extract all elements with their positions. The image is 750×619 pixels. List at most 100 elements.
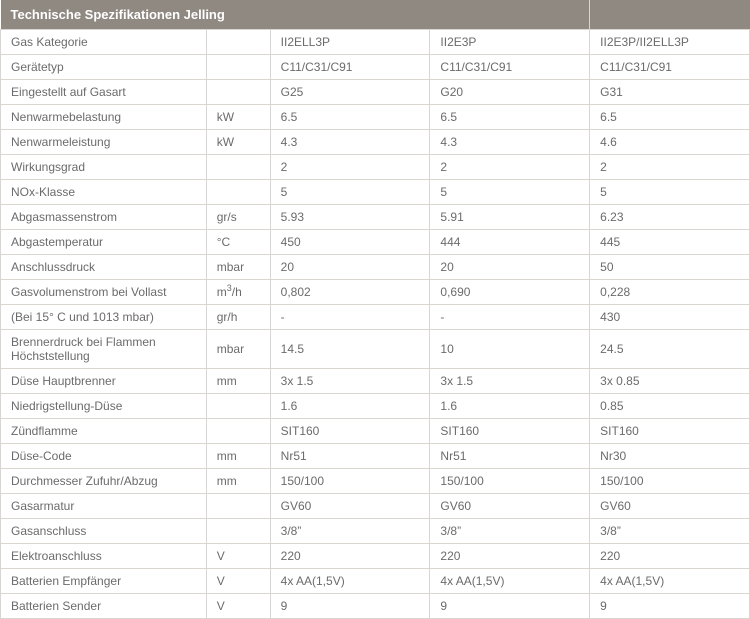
- cell-value: 3x 0.85: [590, 369, 750, 394]
- cell-value: 3/8”: [590, 519, 750, 544]
- row-unit: [206, 80, 270, 105]
- cell-value: 0,802: [270, 280, 430, 305]
- cell-value: 20: [270, 255, 430, 280]
- cell-value: 4.6: [590, 130, 750, 155]
- cell-value: 5: [270, 180, 430, 205]
- cell-value: 24.5: [590, 330, 750, 369]
- cell-value: 3x 1.5: [430, 369, 590, 394]
- cell-value: 1.6: [270, 394, 430, 419]
- cell-value: 20: [430, 255, 590, 280]
- row-label: Zündflamme: [1, 419, 207, 444]
- cell-value: 10: [430, 330, 590, 369]
- table-row: Gas KategorieII2ELL3PII2E3PII2E3P/II2ELL…: [1, 30, 750, 55]
- cell-value: 2: [430, 155, 590, 180]
- row-label: Brennerdruck bei Flammen Höchststellung: [1, 330, 207, 369]
- table-row: Brennerdruck bei Flammen Höchststellungm…: [1, 330, 750, 369]
- row-label: Batterien Empfänger: [1, 569, 207, 594]
- row-unit: V: [206, 594, 270, 619]
- cell-value: 50: [590, 255, 750, 280]
- cell-value: 0,690: [430, 280, 590, 305]
- cell-value: G20: [430, 80, 590, 105]
- table-row: Batterien EmpfängerV4x AA(1,5V)4x AA(1,5…: [1, 569, 750, 594]
- cell-value: 5.93: [270, 205, 430, 230]
- table-row: Batterien SenderV999: [1, 594, 750, 619]
- cell-value: 3/8”: [430, 519, 590, 544]
- cell-value: 5.91: [430, 205, 590, 230]
- row-label: Gasarmatur: [1, 494, 207, 519]
- cell-value: 445: [590, 230, 750, 255]
- cell-value: 5: [590, 180, 750, 205]
- cell-value: G25: [270, 80, 430, 105]
- table-row: ZündflammeSIT160SIT160SIT160: [1, 419, 750, 444]
- header-row: Technische Spezifikationen Jelling: [1, 0, 750, 30]
- row-label: Gasanschluss: [1, 519, 207, 544]
- table-row: Düse Hauptbrennermm3x 1.53x 1.53x 0.85: [1, 369, 750, 394]
- row-label: Abgastemperatur: [1, 230, 207, 255]
- cell-value: GV60: [270, 494, 430, 519]
- cell-value: 150/100: [270, 469, 430, 494]
- cell-value: 4x AA(1,5V): [430, 569, 590, 594]
- row-unit: mbar: [206, 330, 270, 369]
- row-label: Wirkungsgrad: [1, 155, 207, 180]
- table-row: GerätetypC11/C31/C91C11/C31/C91C11/C31/C…: [1, 55, 750, 80]
- cell-value: 0.85: [590, 394, 750, 419]
- row-unit: [206, 30, 270, 55]
- table-row: ElektroanschlussV220220220: [1, 544, 750, 569]
- cell-value: 4x AA(1,5V): [590, 569, 750, 594]
- row-label: Nenwarmebelastung: [1, 105, 207, 130]
- cell-value: 9: [270, 594, 430, 619]
- row-label: Durchmesser Zufuhr/Abzug: [1, 469, 207, 494]
- cell-value: Nr51: [430, 444, 590, 469]
- row-label: Elektroanschluss: [1, 544, 207, 569]
- row-unit: [206, 394, 270, 419]
- table-row: Gasanschluss3/8”3/8”3/8”: [1, 519, 750, 544]
- row-label: NOx-Klasse: [1, 180, 207, 205]
- cell-value: 150/100: [430, 469, 590, 494]
- cell-value: 4.3: [430, 130, 590, 155]
- table-row: Wirkungsgrad222: [1, 155, 750, 180]
- row-unit: [206, 55, 270, 80]
- row-label: Nenwarmeleistung: [1, 130, 207, 155]
- row-label: Düse Hauptbrenner: [1, 369, 207, 394]
- table-row: Anschlussdruckmbar202050: [1, 255, 750, 280]
- cell-value: 150/100: [590, 469, 750, 494]
- row-label: Düse-Code: [1, 444, 207, 469]
- row-unit: [206, 419, 270, 444]
- cell-value: 450: [270, 230, 430, 255]
- row-unit: gr/s: [206, 205, 270, 230]
- row-unit: [206, 155, 270, 180]
- cell-value: C11/C31/C91: [430, 55, 590, 80]
- row-label: Gasvolumenstrom bei Vollast: [1, 280, 207, 305]
- row-unit: kW: [206, 130, 270, 155]
- row-label: Abgasmassenstrom: [1, 205, 207, 230]
- row-unit: mbar: [206, 255, 270, 280]
- table-body: Gas KategorieII2ELL3PII2E3PII2E3P/II2ELL…: [1, 30, 750, 619]
- row-label: Gerätetyp: [1, 55, 207, 80]
- cell-value: II2E3P: [430, 30, 590, 55]
- table-row: Durchmesser Zufuhr/Abzugmm150/100150/100…: [1, 469, 750, 494]
- cell-value: SIT160: [590, 419, 750, 444]
- row-label: (Bei 15° C und 1013 mbar): [1, 305, 207, 330]
- row-unit: kW: [206, 105, 270, 130]
- table-row: NenwarmeleistungkW4.34.34.6: [1, 130, 750, 155]
- table-row: Gasvolumenstrom bei Vollastm3/h0,8020,69…: [1, 280, 750, 305]
- table-row: Abgasmassenstromgr/s5.935.916.23: [1, 205, 750, 230]
- cell-value: 4.3: [270, 130, 430, 155]
- table-title: Technische Spezifikationen Jelling: [1, 0, 590, 30]
- row-label: Batterien Sender: [1, 594, 207, 619]
- cell-value: 9: [590, 594, 750, 619]
- row-unit: mm: [206, 369, 270, 394]
- cell-value: -: [270, 305, 430, 330]
- cell-value: GV60: [590, 494, 750, 519]
- cell-value: -: [430, 305, 590, 330]
- cell-value: 2: [590, 155, 750, 180]
- cell-value: 6.23: [590, 205, 750, 230]
- cell-value: II2ELL3P: [270, 30, 430, 55]
- cell-value: 4x AA(1,5V): [270, 569, 430, 594]
- row-unit: °C: [206, 230, 270, 255]
- row-unit: [206, 519, 270, 544]
- row-unit: [206, 494, 270, 519]
- table-row: (Bei 15° C und 1013 mbar)gr/h--430: [1, 305, 750, 330]
- header-spacer: [590, 0, 750, 30]
- row-label: Anschlussdruck: [1, 255, 207, 280]
